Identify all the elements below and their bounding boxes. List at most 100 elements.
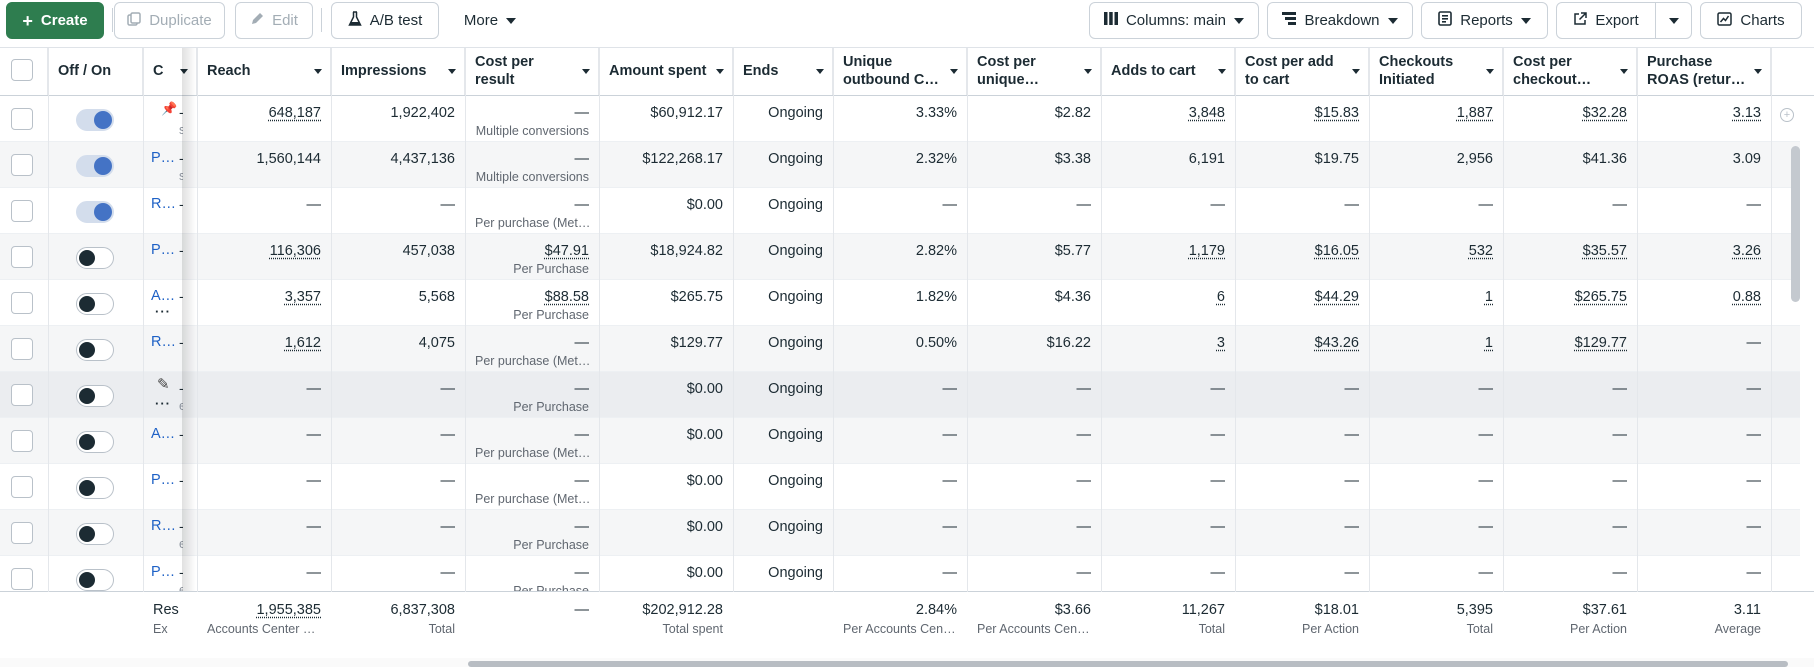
header-cost-per-result[interactable]: Cost per result: [465, 48, 599, 95]
breakdown-button[interactable]: Breakdown: [1267, 2, 1413, 39]
cell-adds-to-cart: —: [1210, 519, 1226, 535]
vertical-scrollbar[interactable]: [1791, 146, 1800, 302]
more-button[interactable]: More: [452, 2, 528, 39]
row-toggle[interactable]: [76, 293, 114, 315]
row-checkbox[interactable]: [11, 430, 33, 452]
reports-button[interactable]: Reports: [1421, 2, 1548, 39]
row-name-cell[interactable]: A…-: [143, 418, 183, 464]
header-ends[interactable]: Ends: [733, 48, 833, 95]
campaign-table: Off / On C Reach Impressions Cost per re…: [0, 47, 1814, 660]
row-name-cell[interactable]: P…-: [143, 234, 183, 280]
select-all-checkbox[interactable]: [11, 59, 33, 81]
cell-checkouts: —: [1478, 197, 1494, 213]
ab-test-button[interactable]: A/B test: [331, 2, 439, 39]
header-amount-spent[interactable]: Amount spent: [599, 48, 733, 95]
header-impressions[interactable]: Impressions: [331, 48, 465, 95]
cell-purchase-roas: —: [1746, 381, 1762, 397]
row-name-cell[interactable]: P…- s: [143, 142, 183, 188]
row-name-cell[interactable]: P…-: [143, 464, 183, 510]
row-name-link[interactable]: R…: [151, 196, 176, 212]
cell-cost-per-unique: —: [1076, 427, 1092, 443]
name-truncation-dash: -: [179, 150, 183, 166]
header-cost-per-checkout[interactable]: Cost per checkout…: [1503, 48, 1637, 95]
table-row[interactable]: R…- 1,612 4,075 —Per purchase (Met… $129.77 O…: [0, 326, 1800, 372]
table-row[interactable]: ✎- e ··· — — —Per Purchase $0.00 Ongoing — — — — — — —: [0, 372, 1800, 418]
name-truncation-dash: -: [179, 518, 183, 534]
toggle-knob: [79, 250, 95, 266]
cell-cost-per-checkout: —: [1612, 473, 1628, 489]
row-toggle[interactable]: [76, 431, 114, 453]
row-name-cell[interactable]: P…- e: [143, 556, 183, 602]
charts-button[interactable]: Charts: [1700, 2, 1802, 39]
row-name-cell[interactable]: 📌- s: [143, 96, 183, 142]
header-name[interactable]: C: [143, 48, 197, 95]
table-row[interactable]: A…- — — —Per purchase (Met… $0.00 Ongoing — — — —…: [0, 418, 1800, 464]
row-checkbox[interactable]: [11, 292, 33, 314]
more-options-icon[interactable]: ···: [155, 304, 171, 319]
row-toggle[interactable]: [76, 155, 114, 177]
row-checkbox[interactable]: [11, 568, 33, 590]
row-name-link[interactable]: P…: [151, 472, 176, 488]
row-checkbox[interactable]: [11, 154, 33, 176]
cell-unique-outbound: 0.50%: [915, 335, 957, 351]
row-name-cell[interactable]: R…-: [143, 326, 183, 372]
row-name-link[interactable]: A…: [151, 288, 176, 304]
header-reach[interactable]: Reach: [197, 48, 331, 95]
horizontal-scrollbar[interactable]: [468, 661, 1788, 667]
row-name-link[interactable]: P…: [151, 564, 176, 580]
row-checkbox[interactable]: [11, 200, 33, 222]
row-checkbox[interactable]: [11, 476, 33, 498]
export-dropdown-button[interactable]: [1655, 2, 1692, 39]
row-checkbox[interactable]: [11, 246, 33, 268]
pencil-icon[interactable]: ✎: [157, 376, 170, 393]
row-name-link[interactable]: P…: [151, 150, 176, 166]
row-toggle[interactable]: [76, 523, 114, 545]
row-name-cell[interactable]: R…-: [143, 188, 183, 234]
row-toggle[interactable]: [76, 201, 114, 223]
header-purchase-roas[interactable]: Purchase ROAS (retur…: [1637, 48, 1771, 95]
header-cost-per-add-to-cart[interactable]: Cost per add to cart: [1235, 48, 1369, 95]
export-button[interactable]: Export: [1556, 2, 1656, 39]
row-checkbox[interactable]: [11, 108, 33, 130]
row-toggle[interactable]: [76, 477, 114, 499]
export-icon: [1573, 11, 1588, 30]
cell-adds-to-cart: 1,179: [1188, 243, 1225, 259]
header-checkouts-initiated[interactable]: Checkouts Initiated: [1369, 48, 1503, 95]
create-button[interactable]: + Create: [6, 2, 104, 39]
row-name-cell[interactable]: ✎- e ···: [143, 372, 183, 418]
columns-button[interactable]: Columns: main: [1089, 2, 1259, 39]
table-row[interactable]: R…- — — —Per purchase (Met… $0.00 Ongoing — — — —…: [0, 188, 1800, 234]
row-toggle[interactable]: [76, 339, 114, 361]
row-checkbox[interactable]: [11, 384, 33, 406]
row-name-cell[interactable]: A…-···: [143, 280, 183, 326]
table-row[interactable]: P…- s 1,560,144 4,437,136 —Multiple conversi…: [0, 142, 1800, 188]
row-name-link[interactable]: P…: [151, 242, 176, 258]
more-options-icon[interactable]: ···: [155, 396, 171, 411]
row-toggle[interactable]: [76, 109, 114, 131]
row-name-link[interactable]: A…: [151, 426, 176, 442]
row-toggle[interactable]: [76, 385, 114, 407]
table-row[interactable]: 📌- s 648,187 1,922,402 —Multiple conversions…: [0, 96, 1800, 142]
row-checkbox[interactable]: [11, 522, 33, 544]
table-row[interactable]: P…- — — —Per purchase (Met… $0.00 Ongoing — — — —…: [0, 464, 1800, 510]
flask-icon: [348, 10, 362, 31]
cell-cost-per-result: $47.91 Per Purchase: [513, 243, 589, 276]
header-cost-per-unique[interactable]: Cost per unique…: [967, 48, 1101, 95]
sort-caret-icon: [816, 69, 824, 74]
row-toggle[interactable]: [76, 247, 114, 269]
row-name-link[interactable]: R…: [151, 518, 176, 534]
row-toggle[interactable]: [76, 569, 114, 591]
header-adds-to-cart[interactable]: Adds to cart: [1101, 48, 1235, 95]
edit-button[interactable]: Edit: [235, 2, 313, 39]
duplicate-button[interactable]: Duplicate: [114, 2, 225, 39]
row-name-cell[interactable]: R…- e: [143, 510, 183, 556]
header-unique-outbound[interactable]: Unique outbound C…: [833, 48, 967, 95]
cell-unique-outbound: —: [942, 473, 958, 489]
header-off-on[interactable]: Off / On: [48, 48, 143, 95]
row-name-link[interactable]: R…: [151, 334, 176, 350]
table-row[interactable]: R…- e — — —Per Purchase $0.00 Ongoing — — — — — — —: [0, 510, 1800, 556]
row-checkbox[interactable]: [11, 338, 33, 360]
add-column-icon[interactable]: +: [1780, 108, 1794, 122]
